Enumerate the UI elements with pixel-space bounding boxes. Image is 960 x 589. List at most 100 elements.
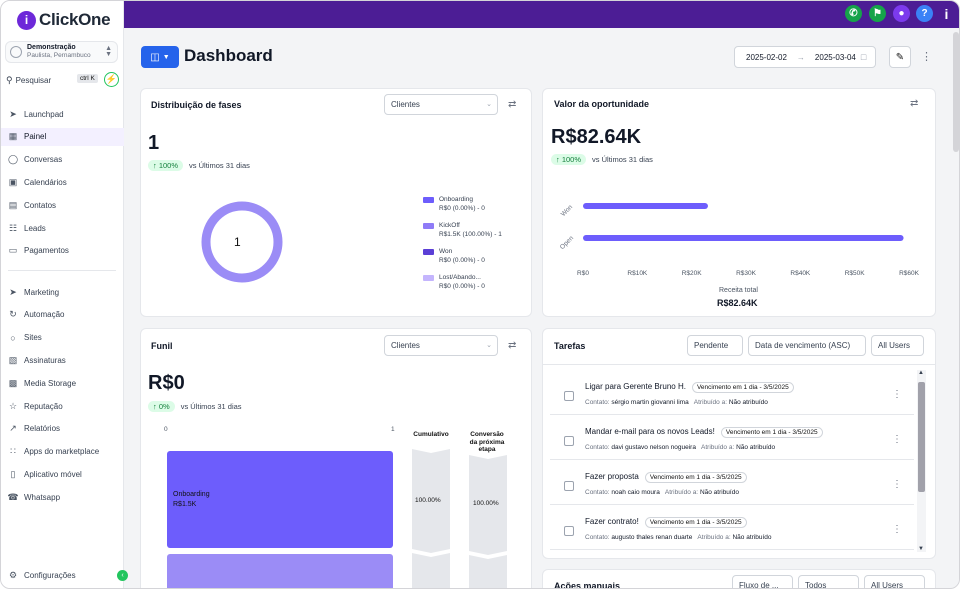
opportunity-bar-chart: Won Open R$0 R$10K R$20K R$30K R$40K R$50K R$60K bbox=[559, 203, 920, 277]
top-bar: ✆ ⚑ ● ? i bbox=[124, 1, 959, 28]
funnel-title: Funil bbox=[151, 341, 173, 351]
scroll-up-icon[interactable]: ▲ bbox=[918, 370, 924, 376]
sidebar-item-whatsapp[interactable]: ☎ Whatsapp bbox=[1, 488, 124, 506]
funnel-stage-bar[interactable] bbox=[167, 451, 393, 548]
sidebar-item-contatos[interactable]: ▤ Contatos bbox=[1, 196, 124, 214]
manual-actions-flow-filter[interactable]: Fluxo de ... bbox=[732, 575, 793, 588]
filter-value: Clientes bbox=[391, 341, 420, 350]
sidebar-item-leads[interactable]: ☷ Leads bbox=[1, 219, 124, 237]
task-checkbox[interactable] bbox=[564, 526, 574, 536]
task-checkbox[interactable] bbox=[564, 391, 574, 401]
task-checkbox[interactable] bbox=[564, 481, 574, 491]
swap-icon[interactable]: ⇄ bbox=[910, 98, 919, 109]
notification-bell-icon[interactable]: ● bbox=[893, 5, 910, 22]
sidebar-item-launchpad[interactable]: ➤ Launchpad bbox=[1, 105, 124, 123]
more-options-icon[interactable]: ⋮ bbox=[892, 479, 902, 490]
help-icon[interactable]: ? bbox=[916, 5, 933, 22]
sidebar-item-relat-rios[interactable]: ↗ Relatórios bbox=[1, 420, 124, 438]
sidebar-item-painel[interactable]: ▦ Painel bbox=[1, 127, 124, 146]
phone-call-icon[interactable]: ✆ bbox=[845, 5, 862, 22]
legend-item[interactable]: Lost/Abando... R$0 (0.00%) - 0 bbox=[423, 273, 485, 291]
more-options-icon[interactable]: ⋮ bbox=[921, 51, 932, 63]
task-contact[interactable]: davi gustavo nelson nogueira bbox=[611, 444, 696, 451]
tasks-scrollbar[interactable]: ▲ ▼ bbox=[917, 370, 926, 552]
scroll-thumb[interactable] bbox=[918, 382, 925, 492]
opportunity-value: R$82.64K bbox=[551, 126, 642, 148]
task-row[interactable]: Fazer contrato! Vencimento em 1 dia - 3/5… bbox=[550, 506, 914, 550]
account-switcher[interactable]: Demonstração Paulista, Pernambuco ▲ ▼ bbox=[5, 41, 118, 63]
sidebar-item-calend-rios[interactable]: ▣ Calendários bbox=[1, 173, 124, 191]
filter-value: All Users bbox=[878, 341, 911, 350]
legend-swatch bbox=[423, 249, 434, 255]
swap-icon[interactable]: ⇄ bbox=[508, 99, 517, 110]
manual-actions-user-filter[interactable]: All Users bbox=[864, 575, 925, 588]
stage-distribution-filter[interactable]: Clientes ⌄ bbox=[384, 94, 498, 115]
tasks-user-filter[interactable]: All Users bbox=[871, 335, 924, 356]
tasks-sort-filter[interactable]: Data de vencimento (ASC) bbox=[748, 335, 866, 356]
assigned-prefix: Atribuído a: bbox=[697, 534, 731, 541]
task-row[interactable]: Ligar para Gerente Bruno H. Vencimento em… bbox=[550, 371, 914, 415]
sidebar-item-pagamentos[interactable]: ▭ Pagamentos bbox=[1, 242, 124, 260]
legend-name: Won bbox=[439, 248, 453, 255]
funnel-filter[interactable]: Clientes ⌄ bbox=[384, 335, 498, 356]
sidebar-item-automa-o[interactable]: ↻ Automação bbox=[1, 306, 124, 324]
sidebar-item-label: Pagamentos bbox=[24, 246, 69, 256]
legend-item[interactable]: KickOff R$1.5K (100.00%) - 1 bbox=[423, 221, 502, 239]
sidebar-item-settings[interactable]: ⚙ Configurações bbox=[1, 566, 124, 584]
legend-item[interactable]: Won R$0 (0.00%) - 0 bbox=[423, 247, 485, 265]
task-contact[interactable]: sérgio martin giovanni lima bbox=[611, 399, 689, 406]
y-tick-label: Open bbox=[559, 235, 575, 251]
more-options-icon[interactable]: ⋮ bbox=[892, 524, 902, 535]
donut-center-value: 1 bbox=[234, 235, 241, 249]
funnel-stage-value: R$1.5K bbox=[173, 501, 197, 508]
more-options-icon[interactable]: ⋮ bbox=[892, 434, 902, 445]
search-icon: ⚲ bbox=[6, 74, 13, 85]
sidebar-item-sites[interactable]: ○ Sites bbox=[1, 329, 124, 347]
opportunity-title: Valor da oportunidade bbox=[554, 99, 650, 109]
bar-open[interactable] bbox=[583, 235, 904, 241]
contacts-icon: ▤ bbox=[8, 199, 18, 210]
date-start: 2025-02-02 bbox=[746, 52, 787, 62]
bar-won[interactable] bbox=[583, 203, 708, 209]
tasks-status-filter[interactable]: Pendente bbox=[687, 335, 743, 356]
sidebar-item-label: Apps do marketplace bbox=[24, 447, 100, 457]
chat-icon: ◯ bbox=[7, 154, 19, 165]
task-row[interactable]: Mandar e-mail para os novos Leads! Vencim… bbox=[550, 416, 914, 460]
funnel-col-cumulative: Cumulativo bbox=[413, 431, 449, 438]
edit-dashboard-button[interactable]: ✎ bbox=[889, 46, 911, 68]
x-tick-label: R$0 bbox=[577, 270, 589, 277]
task-checkbox[interactable] bbox=[564, 436, 574, 446]
logo[interactable]: i ClickOne bbox=[17, 9, 111, 31]
brand-icon[interactable]: i bbox=[944, 5, 949, 22]
page-scrollbar[interactable] bbox=[952, 28, 959, 588]
sidebar-item-marketing[interactable]: ➤ Marketing bbox=[1, 283, 124, 301]
manual-actions-status-filter[interactable]: Todos bbox=[798, 575, 859, 588]
grid-icon: ▦ bbox=[8, 131, 18, 142]
page-scroll-thumb[interactable] bbox=[953, 32, 959, 152]
funnel-next-stage-bar[interactable] bbox=[167, 554, 393, 588]
sidebar-item-aplicativo-m-vel[interactable]: ▯ Aplicativo móvel bbox=[1, 465, 124, 483]
scroll-down-icon[interactable]: ▼ bbox=[918, 546, 924, 552]
swap-icon[interactable]: ⇄ bbox=[508, 340, 517, 351]
legend-detail: R$1.5K (100.00%) - 1 bbox=[439, 231, 502, 238]
sidebar-item-apps-do-marketplace[interactable]: ∷ Apps do marketplace bbox=[1, 443, 124, 461]
sidebar-item-assinaturas[interactable]: ▧ Assinaturas bbox=[1, 351, 124, 369]
date-range-picker[interactable]: 2025-02-02 → 2025-03-04 □ bbox=[734, 46, 876, 68]
task-contact[interactable]: augusto thales renan duarte bbox=[611, 534, 693, 541]
y-tick-label: Won bbox=[560, 204, 575, 219]
collapse-sidebar-icon[interactable]: ‹ bbox=[117, 570, 128, 581]
dashboard-switcher-button[interactable]: ◫ ▼ bbox=[141, 46, 179, 68]
task-contact[interactable]: noah caio moura bbox=[611, 489, 660, 496]
quick-action-bolt-icon[interactable]: ⚡ bbox=[104, 72, 119, 87]
task-title: Ligar para Gerente Bruno H. bbox=[585, 382, 686, 391]
megaphone-icon[interactable]: ⚑ bbox=[869, 5, 886, 22]
funnel-axis-max: 1 bbox=[391, 426, 395, 433]
sidebar-item-reputa-o[interactable]: ☆ Reputação bbox=[1, 397, 124, 415]
legend-item[interactable]: Onboarding R$0 (0.00%) - 0 bbox=[423, 195, 485, 213]
sidebar-item-media-storage[interactable]: ▩ Media Storage bbox=[1, 374, 124, 392]
account-location: Paulista, Pernambuco bbox=[27, 52, 91, 59]
search-button[interactable]: ⚲ Pesquisar bbox=[6, 73, 102, 87]
more-options-icon[interactable]: ⋮ bbox=[892, 389, 902, 400]
sidebar-item-conversas[interactable]: ◯ Conversas bbox=[1, 151, 124, 169]
task-row[interactable]: Fazer proposta Vencimento em 1 dia - 3/5/… bbox=[550, 461, 914, 505]
